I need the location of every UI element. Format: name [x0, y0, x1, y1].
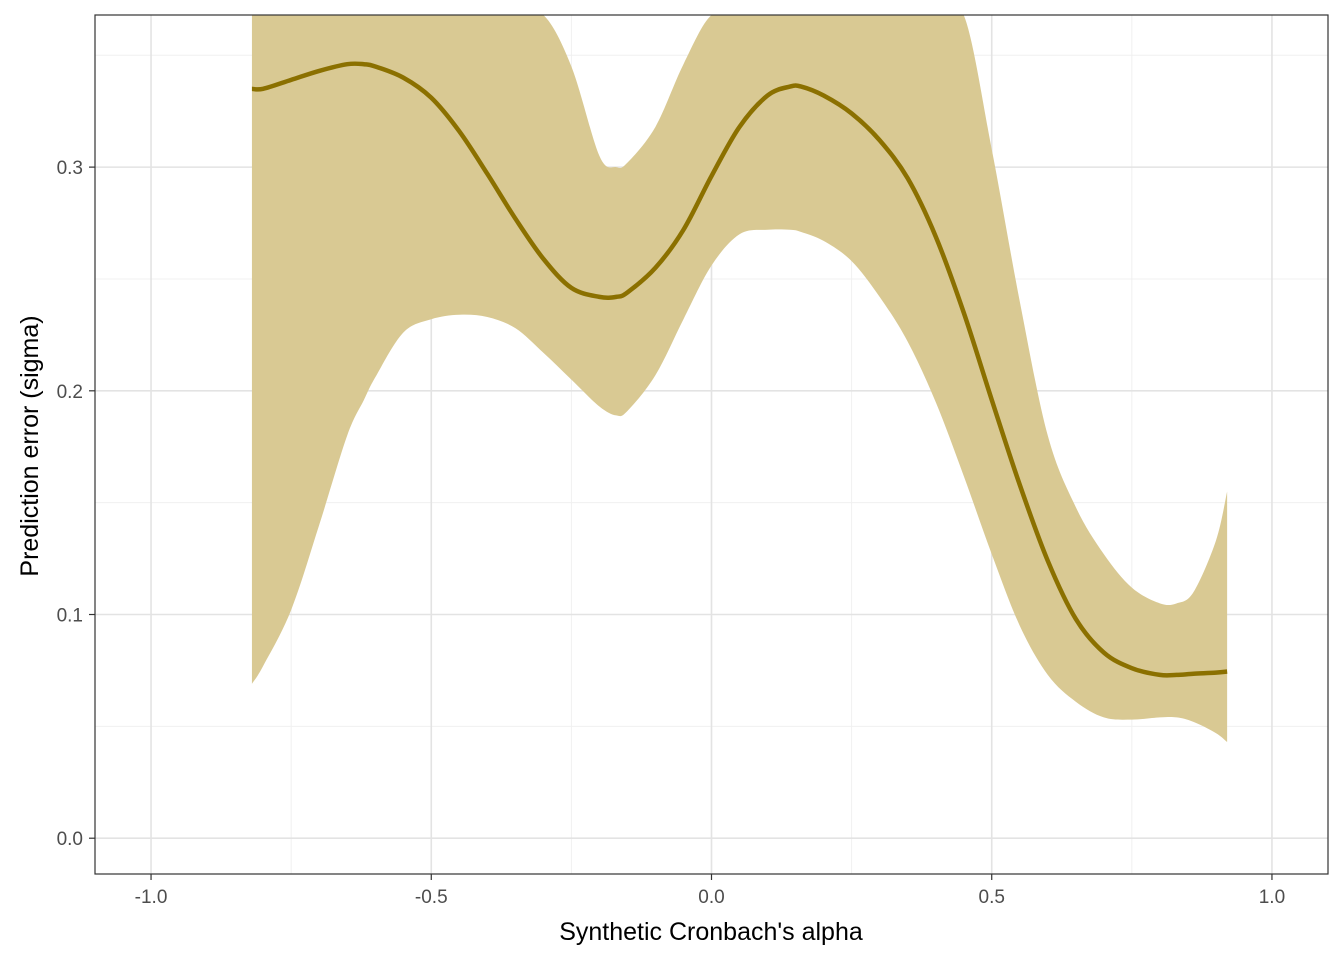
- smooth-line-layer: [251, 61, 1228, 678]
- y-axis-title: Prediction error (sigma): [16, 315, 44, 576]
- y-tick-label: 0.0: [57, 829, 83, 850]
- smooth-line: [251, 61, 1228, 678]
- x-tick-label: 0.0: [698, 887, 724, 908]
- confidence-band: [251, 15, 1228, 743]
- x-axis-title: Synthetic Cronbach's alpha: [559, 918, 863, 946]
- x-tick-label: 0.5: [979, 887, 1005, 908]
- x-axis-ticks: -1.0 -0.5 0.0 0.5 1.0: [135, 874, 1285, 908]
- x-tick-label: 1.0: [1259, 887, 1285, 908]
- x-tick-label: -0.5: [415, 887, 448, 908]
- y-tick-label: 0.2: [57, 382, 83, 403]
- y-tick-label: 0.3: [57, 158, 83, 179]
- confidence-band-layer: [251, 15, 1228, 743]
- y-tick-label: 0.1: [57, 606, 83, 627]
- y-axis-ticks: 0.0 0.1 0.2 0.3: [57, 158, 95, 850]
- x-tick-label: -1.0: [135, 887, 168, 908]
